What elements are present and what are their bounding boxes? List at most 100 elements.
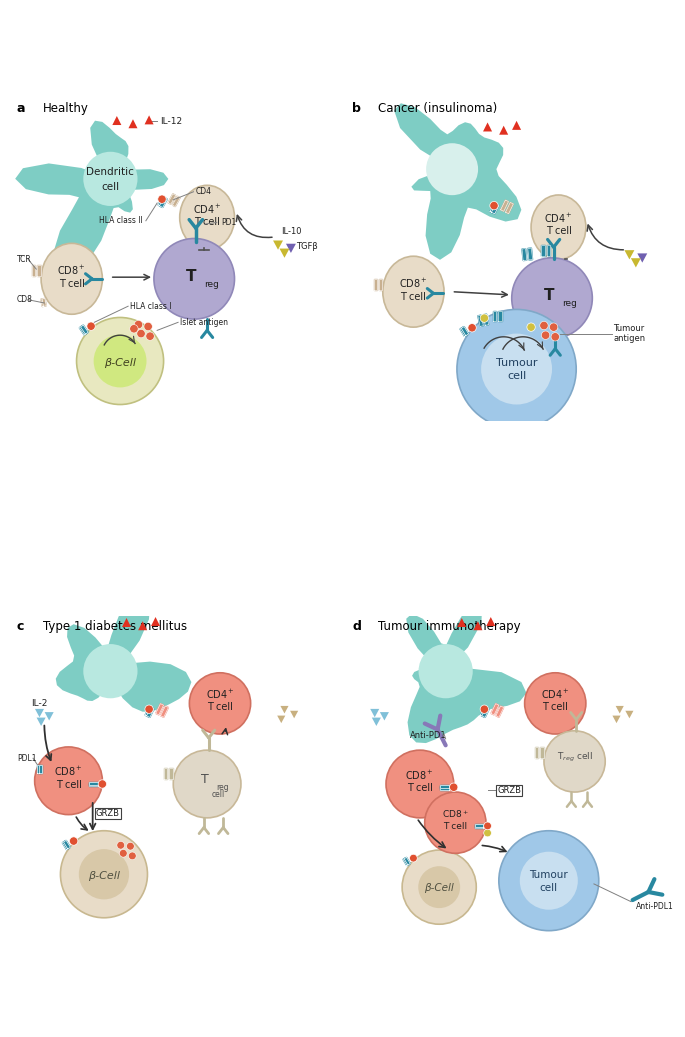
Text: Tumour: Tumour <box>496 358 537 368</box>
Polygon shape <box>473 621 482 630</box>
Text: IL-10: IL-10 <box>282 227 302 235</box>
Polygon shape <box>616 706 624 713</box>
Circle shape <box>146 332 154 340</box>
Circle shape <box>544 731 606 792</box>
Polygon shape <box>158 197 166 206</box>
Polygon shape <box>637 253 647 262</box>
Circle shape <box>540 321 548 330</box>
Polygon shape <box>55 592 192 712</box>
Polygon shape <box>461 327 469 336</box>
Circle shape <box>98 780 107 788</box>
Text: Healthy: Healthy <box>42 102 88 114</box>
Text: CD8$^+$: CD8$^+$ <box>399 277 428 290</box>
Text: PD1: PD1 <box>222 218 237 227</box>
Circle shape <box>541 331 550 339</box>
Text: a: a <box>17 102 25 114</box>
Polygon shape <box>625 710 634 719</box>
Text: Anti-PDL1: Anti-PDL1 <box>636 902 673 910</box>
Polygon shape <box>403 858 409 866</box>
Polygon shape <box>482 707 489 718</box>
Polygon shape <box>122 618 131 627</box>
Polygon shape <box>491 704 499 714</box>
Polygon shape <box>147 707 154 718</box>
Polygon shape <box>145 706 153 717</box>
Polygon shape <box>486 617 495 626</box>
Text: T cell: T cell <box>407 783 433 793</box>
Circle shape <box>119 849 127 858</box>
Polygon shape <box>491 203 499 214</box>
Polygon shape <box>37 264 40 276</box>
Polygon shape <box>440 786 449 789</box>
Text: d: d <box>352 619 361 633</box>
Circle shape <box>484 830 491 837</box>
Circle shape <box>173 750 241 818</box>
Polygon shape <box>512 121 521 130</box>
Polygon shape <box>625 250 634 259</box>
Polygon shape <box>493 310 496 321</box>
Text: cell: cell <box>212 790 225 798</box>
Text: CD4: CD4 <box>196 188 212 196</box>
Polygon shape <box>475 825 483 829</box>
Text: T cell: T cell <box>543 702 568 712</box>
Polygon shape <box>164 767 167 779</box>
Circle shape <box>137 330 145 338</box>
Polygon shape <box>42 299 47 306</box>
Polygon shape <box>160 706 169 718</box>
Text: T: T <box>544 288 554 303</box>
Circle shape <box>35 747 102 815</box>
Polygon shape <box>89 783 97 786</box>
Text: T: T <box>201 773 208 786</box>
Text: T cell: T cell <box>545 226 571 236</box>
Text: TGFβ: TGFβ <box>296 242 318 251</box>
Polygon shape <box>277 716 286 723</box>
Circle shape <box>144 323 152 331</box>
Text: GRZB: GRZB <box>96 809 120 818</box>
Polygon shape <box>38 765 40 773</box>
Circle shape <box>79 849 129 899</box>
Text: CD4$^+$: CD4$^+$ <box>206 688 234 701</box>
Polygon shape <box>380 712 389 721</box>
Circle shape <box>457 309 576 428</box>
Text: T cell: T cell <box>443 822 467 831</box>
Text: c: c <box>17 619 24 633</box>
Polygon shape <box>32 264 35 276</box>
Text: IL-2: IL-2 <box>32 699 48 708</box>
Circle shape <box>84 644 138 698</box>
Text: Dendritic: Dendritic <box>86 167 134 177</box>
Polygon shape <box>540 748 544 758</box>
Text: HLA class I: HLA class I <box>129 302 171 311</box>
Text: reg: reg <box>205 280 219 289</box>
Polygon shape <box>440 785 449 788</box>
Text: reg: reg <box>562 300 577 308</box>
Polygon shape <box>280 706 288 713</box>
Polygon shape <box>38 765 42 773</box>
Polygon shape <box>35 709 44 718</box>
Text: CD4$^+$: CD4$^+$ <box>541 688 570 701</box>
Circle shape <box>117 841 125 849</box>
Polygon shape <box>612 716 621 723</box>
Polygon shape <box>286 244 296 253</box>
Polygon shape <box>373 279 377 290</box>
Text: T cell: T cell <box>59 279 85 288</box>
Circle shape <box>490 201 498 209</box>
Polygon shape <box>535 748 538 758</box>
Text: Type 1 diabetes mellitus: Type 1 diabetes mellitus <box>42 619 187 633</box>
Polygon shape <box>155 704 164 714</box>
Polygon shape <box>506 202 513 214</box>
Circle shape <box>480 314 488 323</box>
Polygon shape <box>527 248 532 260</box>
Text: T$_{reg}$ cell: T$_{reg}$ cell <box>557 751 593 764</box>
Text: CD4$^+$: CD4$^+$ <box>192 203 221 216</box>
Text: CD8$^+$: CD8$^+$ <box>442 809 469 820</box>
Text: CD8: CD8 <box>17 296 33 304</box>
Ellipse shape <box>179 186 234 250</box>
Circle shape <box>549 323 558 332</box>
Ellipse shape <box>383 256 444 327</box>
Circle shape <box>419 866 460 908</box>
Text: T cell: T cell <box>55 780 82 789</box>
Polygon shape <box>145 115 153 124</box>
Circle shape <box>87 323 95 331</box>
Polygon shape <box>404 858 410 865</box>
Polygon shape <box>483 314 488 326</box>
Circle shape <box>386 750 453 818</box>
